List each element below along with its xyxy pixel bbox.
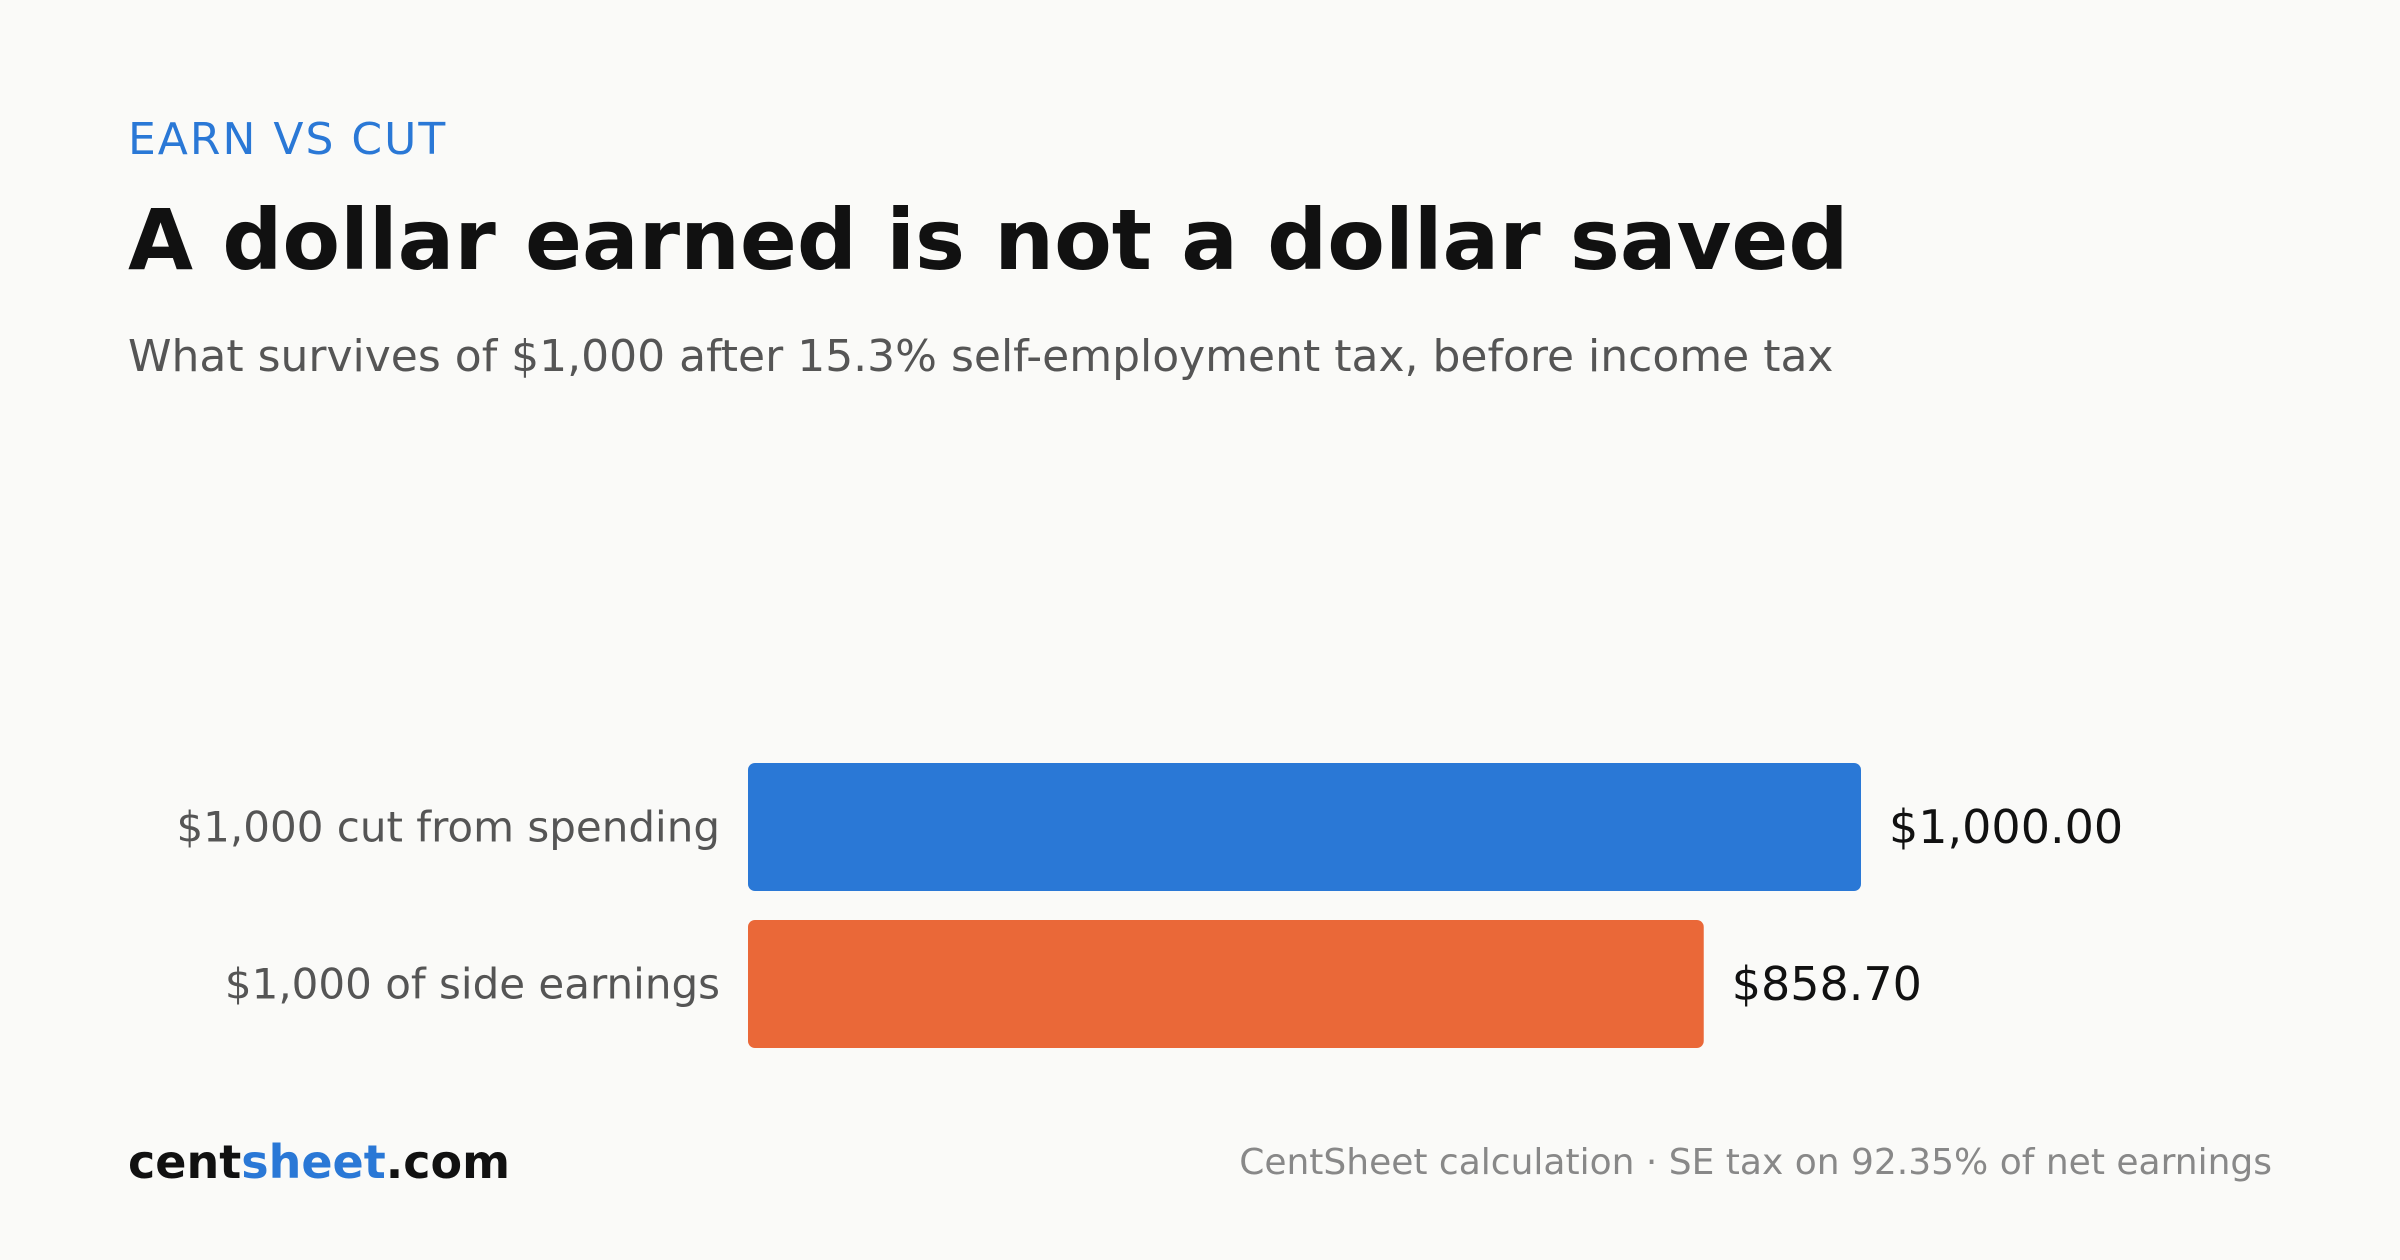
source-note: CentSheet calculation · SE tax on 92.35%…: [1239, 1142, 2272, 1183]
brand-suffix: .com: [385, 1135, 510, 1189]
value-label-1: $858.70: [1732, 957, 1922, 1011]
chart-title: A dollar earned is not a dollar saved: [128, 191, 1849, 289]
brand-logo: centsheet.com: [128, 1134, 510, 1190]
brand-accent: sheet: [241, 1135, 386, 1189]
category-label-0: $1,000 cut from spending: [176, 803, 720, 852]
eyebrow-label: EARN VS CUT: [128, 114, 448, 165]
bar-0: [748, 763, 1861, 891]
chart-subtitle: What survives of $1,000 after 15.3% self…: [128, 331, 1834, 382]
bar-1: [748, 920, 1704, 1048]
brand-prefix: cent: [128, 1135, 242, 1189]
category-label-1: $1,000 of side earnings: [225, 960, 720, 1009]
value-label-0: $1,000.00: [1889, 800, 2123, 854]
